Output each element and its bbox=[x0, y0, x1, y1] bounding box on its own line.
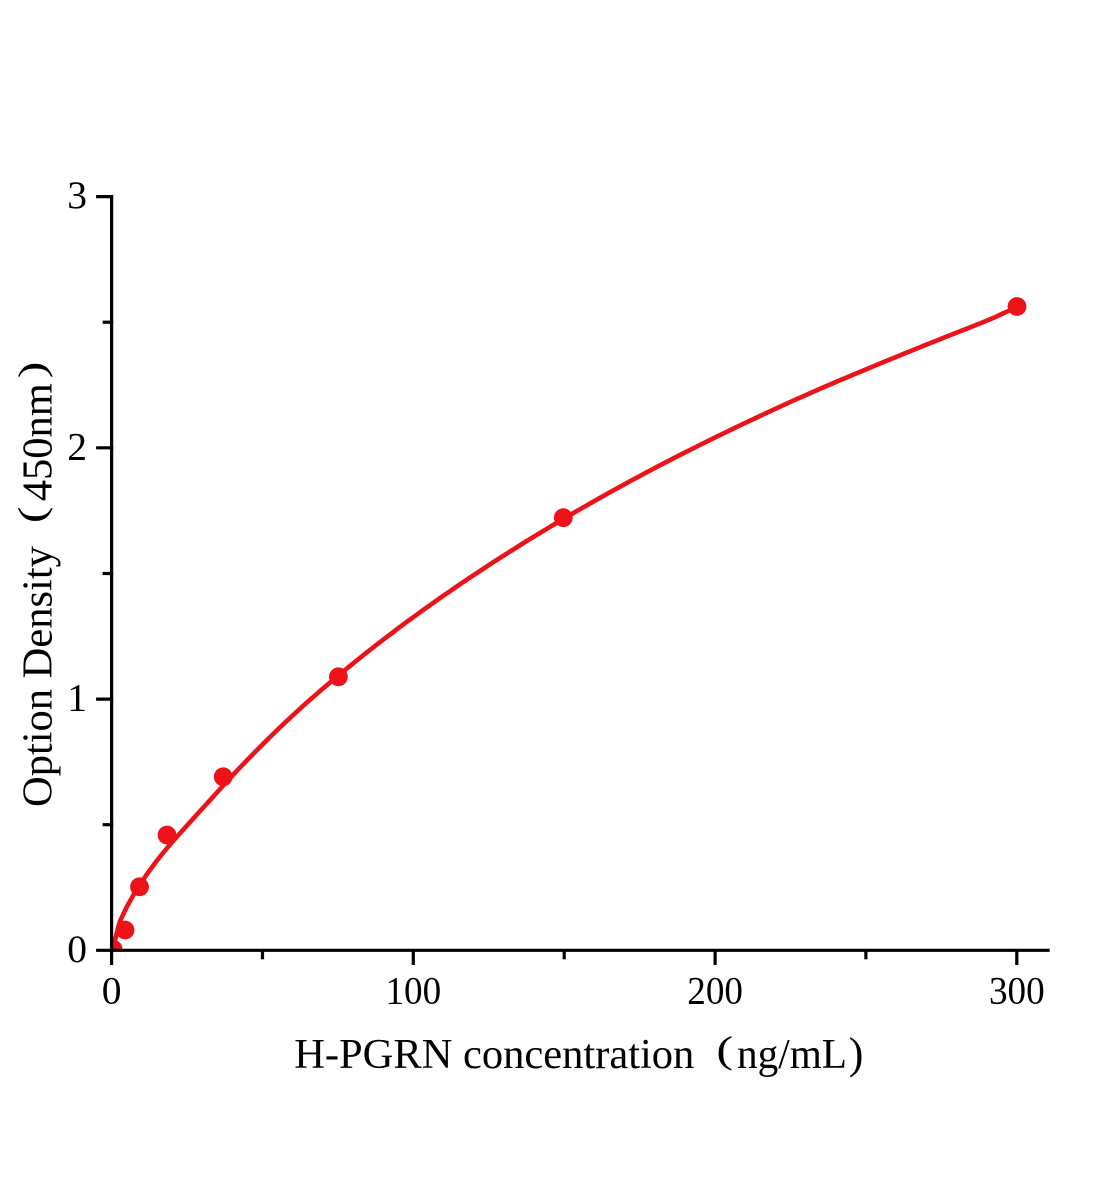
svg-text:100: 100 bbox=[385, 969, 441, 1013]
svg-text:(: ( bbox=[11, 506, 53, 523]
svg-text:): ) bbox=[849, 1029, 864, 1078]
svg-text:H-PGRN concentration: H-PGRN concentration bbox=[294, 1031, 694, 1078]
svg-text:0: 0 bbox=[67, 927, 87, 971]
svg-text:450nm: 450nm bbox=[15, 383, 62, 501]
svg-text:200: 200 bbox=[687, 969, 743, 1013]
svg-text:300: 300 bbox=[989, 969, 1045, 1013]
svg-text:): ) bbox=[11, 362, 53, 379]
svg-text:1: 1 bbox=[67, 676, 87, 720]
svg-text:Option Density: Option Density bbox=[15, 545, 62, 807]
svg-text:(: ( bbox=[716, 1029, 733, 1071]
svg-text:0: 0 bbox=[102, 969, 122, 1013]
svg-text:ng/mL: ng/mL bbox=[737, 1031, 847, 1078]
svg-text:3: 3 bbox=[67, 173, 87, 217]
svg-text:2: 2 bbox=[67, 424, 87, 468]
